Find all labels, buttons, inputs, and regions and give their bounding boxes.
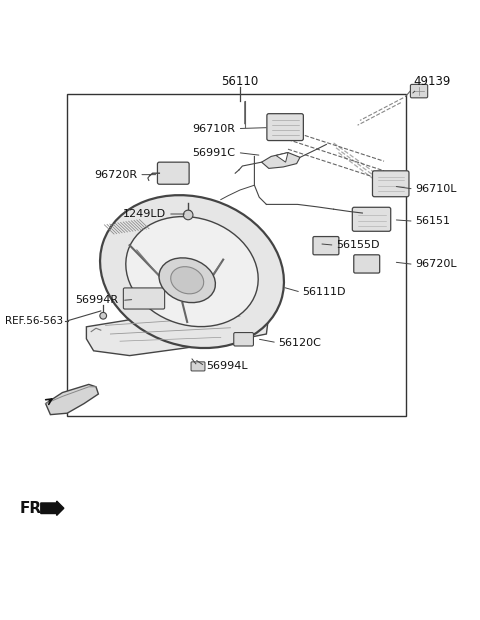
FancyBboxPatch shape bbox=[410, 84, 428, 98]
FancyBboxPatch shape bbox=[372, 170, 409, 197]
FancyBboxPatch shape bbox=[354, 255, 380, 273]
Ellipse shape bbox=[171, 267, 204, 294]
Polygon shape bbox=[46, 384, 98, 415]
Ellipse shape bbox=[100, 195, 284, 348]
Text: 56120C: 56120C bbox=[278, 338, 321, 348]
Text: 56994R: 56994R bbox=[75, 295, 118, 306]
Text: 56151: 56151 bbox=[415, 216, 450, 226]
FancyBboxPatch shape bbox=[191, 362, 205, 371]
Text: 96720L: 96720L bbox=[415, 259, 457, 270]
Circle shape bbox=[183, 210, 193, 219]
FancyBboxPatch shape bbox=[313, 237, 339, 255]
FancyBboxPatch shape bbox=[267, 113, 303, 141]
Text: 96710L: 96710L bbox=[415, 184, 456, 194]
Polygon shape bbox=[86, 308, 269, 356]
Text: 1249LD: 1249LD bbox=[123, 209, 166, 219]
FancyBboxPatch shape bbox=[352, 207, 391, 231]
Text: 96710R: 96710R bbox=[192, 123, 235, 133]
Text: 96720R: 96720R bbox=[94, 170, 137, 180]
Text: REF.56-563: REF.56-563 bbox=[5, 316, 63, 326]
Ellipse shape bbox=[159, 258, 216, 303]
Text: 56155D: 56155D bbox=[336, 240, 380, 250]
Text: 56110: 56110 bbox=[221, 75, 259, 88]
Polygon shape bbox=[262, 153, 300, 169]
FancyArrow shape bbox=[41, 501, 64, 515]
Text: 56111D: 56111D bbox=[302, 287, 346, 297]
FancyBboxPatch shape bbox=[234, 332, 253, 346]
FancyBboxPatch shape bbox=[157, 162, 189, 184]
Polygon shape bbox=[276, 153, 288, 162]
Text: 56994L: 56994L bbox=[206, 361, 248, 371]
Text: FR.: FR. bbox=[19, 501, 47, 516]
FancyBboxPatch shape bbox=[123, 288, 165, 309]
Circle shape bbox=[100, 312, 107, 319]
Text: 49139: 49139 bbox=[414, 75, 451, 88]
Bar bbox=[67, 94, 406, 415]
Ellipse shape bbox=[126, 216, 258, 327]
Text: 56991C: 56991C bbox=[192, 148, 235, 157]
